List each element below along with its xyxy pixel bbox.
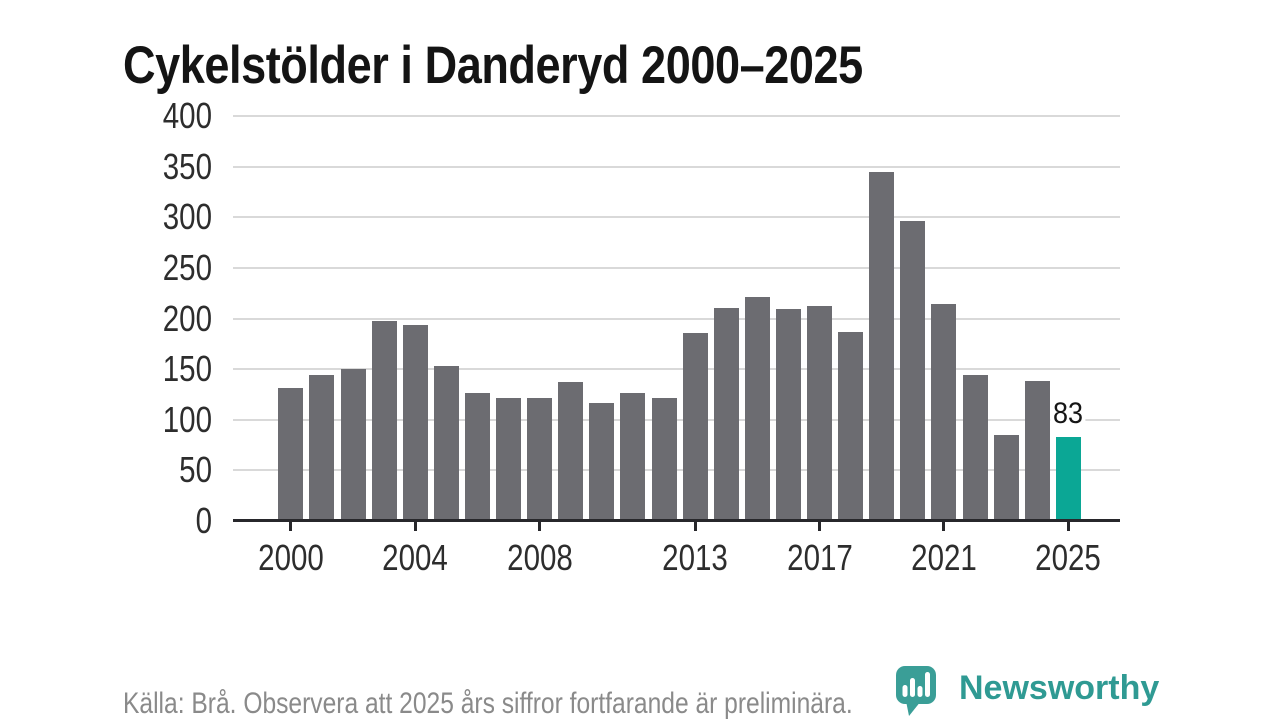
bar-2018 (838, 332, 864, 521)
source-note: Källa: Brå. Observera att 2025 års siffr… (123, 687, 853, 720)
x-axis-label: 2004 (382, 537, 449, 578)
x-axis-label: 2013 (662, 537, 728, 578)
bar-2009 (558, 382, 584, 521)
y-axis-label: 300 (162, 196, 212, 238)
x-axis-line (233, 519, 1120, 522)
gridline (233, 266, 1120, 269)
x-axis-tick (942, 522, 946, 531)
bar-2011 (620, 393, 646, 521)
y-axis-label: 100 (162, 398, 212, 440)
y-axis-label: 350 (162, 145, 212, 187)
y-axis-label: 200 (162, 297, 212, 339)
bar-2007 (496, 398, 521, 521)
x-axis-tick (1066, 522, 1070, 531)
bar-2023 (993, 435, 1019, 521)
bar-2019 (869, 172, 895, 521)
bar-2016 (775, 309, 801, 521)
bar-2020 (900, 221, 926, 521)
bar-2021 (931, 304, 957, 521)
gridline (233, 418, 1120, 421)
gridline (233, 368, 1120, 371)
bar-2014 (713, 308, 739, 521)
y-axis-label: 50 (179, 449, 212, 491)
x-axis-label: 2017 (786, 537, 853, 578)
bar-2025-highlighted (1055, 437, 1081, 521)
bar-2005 (433, 366, 459, 521)
y-axis-label: 0 (195, 500, 212, 541)
x-axis-tick (413, 522, 417, 531)
x-axis-tick (538, 522, 542, 531)
x-axis-label: 2025 (1035, 537, 1102, 578)
x-axis-tick (818, 522, 821, 531)
value-label-2025: 83 (1050, 397, 1086, 431)
gridline (233, 469, 1120, 472)
bar-2001 (309, 375, 335, 521)
bar-2006 (464, 393, 490, 521)
chart-title: Cykelstölder i Danderyd 2000–2025 (123, 35, 863, 95)
newsworthy-logo-text: Newsworthy (959, 669, 1160, 707)
x-axis-label: 2021 (911, 537, 977, 578)
bar-2012 (651, 398, 677, 521)
gridline (233, 317, 1120, 320)
gridline (233, 115, 1120, 117)
bar-2022 (962, 375, 988, 521)
y-axis-label: 150 (162, 348, 212, 390)
bar-2002 (340, 369, 366, 521)
x-axis-tick (289, 522, 293, 531)
y-axis-label: 400 (162, 95, 212, 136)
x-axis-label: 2000 (257, 537, 324, 578)
newsworthy-logo-icon (896, 666, 936, 716)
bar-2024 (1024, 381, 1050, 521)
gridline (233, 216, 1120, 219)
bar-2013 (682, 333, 708, 521)
bar-2000 (278, 388, 304, 521)
bar-2015 (744, 297, 770, 521)
x-axis-label: 2008 (506, 537, 573, 578)
bar-2017 (807, 306, 832, 521)
x-axis-tick (693, 522, 697, 531)
bar-2003 (371, 321, 397, 521)
gridline (233, 165, 1120, 168)
bar-2008 (527, 398, 553, 521)
bar-2010 (589, 403, 615, 521)
y-axis-label: 250 (162, 246, 212, 288)
bar-2004 (402, 325, 428, 521)
